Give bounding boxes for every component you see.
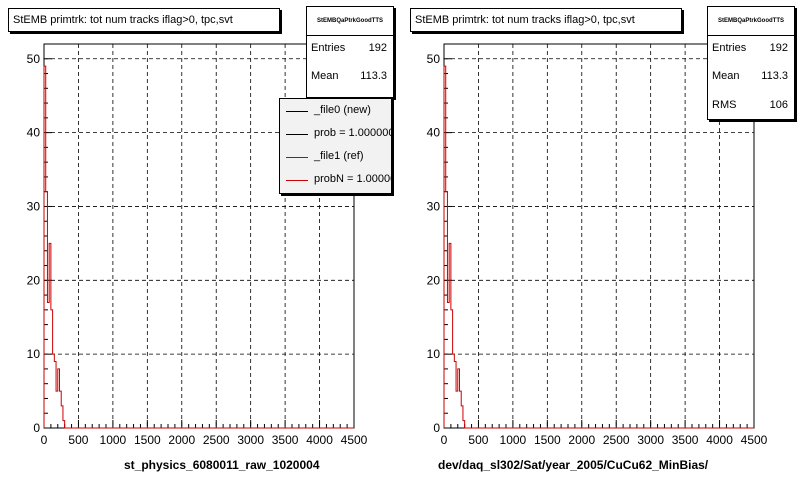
x-tick-label: 2000 [168,433,195,447]
stats-row-entries: Entries 192 [712,42,788,54]
legend-line-red [286,180,308,181]
x-tick-label: 1000 [500,433,527,447]
legend-line-red [286,157,308,158]
x-tick-label: 500 [68,433,88,447]
plot-title-text: StEMB primtrk: tot num tracks iflag>0, t… [415,14,635,26]
stats-box-left: StEMBQaPtrkGoodTTS Entries 192 Mean 113.… [306,6,394,98]
histogram-plot-right: 0 500 1000 1500 2000 2500 3000 3500 4000 4500 0 10 2… [427,43,768,447]
y-tick-label: 0 [433,421,440,435]
x-tick-label: 0 [41,433,48,447]
x-tick-label: 4000 [306,433,333,447]
stats-box-name: StEMBQaPtrkGoodTTS [708,7,794,36]
plot-title-left: StEMB primtrk: tot num tracks iflag>0, t… [8,8,280,32]
legend-line-black [286,134,308,135]
y-tick-label: 30 [27,199,41,213]
x-tick-label: 3000 [237,433,264,447]
y-tick-label: 40 [427,126,441,140]
stats-box-name: StEMBQaPtrkGoodTTS [307,7,393,36]
legend-entry: _file0 (new) [280,99,391,125]
y-tick-label: 20 [27,273,41,287]
legend-entry: prob = 1.000000 [280,122,391,148]
x-tick-label: 2500 [203,433,230,447]
y-tick-label: 50 [27,52,41,66]
x-axis-title-right: dev/daq_sl302/Sat/year_2005/CuCu62_MinBi… [438,458,709,472]
legend-entry: _file1 (ref) [280,145,391,171]
plot-frame [443,43,755,429]
histogram-series [43,65,354,429]
y-tick-label: 40 [27,126,41,140]
x-tick-label: 1500 [134,433,161,447]
x-tick-label: 3500 [672,433,699,447]
x-axis-title-left: st_physics_6080011_raw_1020004 [124,458,320,472]
legend-box: _file0 (new) prob = 1.000000 _file1 (ref… [279,98,392,194]
x-tick-label: 2000 [568,433,595,447]
legend-line-black [286,111,308,112]
stats-row-rms: RMS 106 [712,99,788,111]
x-tick-label: 4500 [741,433,768,447]
x-tick-label: 0 [441,433,448,447]
y-tick-label: 30 [427,199,441,213]
x-tick-label: 2500 [603,433,630,447]
y-tick-label: 10 [27,347,41,361]
x-tick-label: 3500 [272,433,299,447]
legend-entry: probN = 1.000000 [280,168,391,193]
stats-row-mean: Mean 113.3 [712,70,788,82]
plot-title-text: StEMB primtrk: tot num tracks iflag>0, t… [13,14,233,26]
x-tick-label: 4500 [341,433,368,447]
y-tick-label: 50 [427,52,441,66]
stats-box-right: StEMBQaPtrkGoodTTS Entries 192 Mean 113.… [707,6,795,120]
histogram-series [443,65,754,429]
stats-row-entries: Entries 192 [311,42,387,54]
stats-row-mean: Mean 113.3 [311,70,387,82]
x-tick-label: 1000 [100,433,127,447]
y-tick-label: 10 [427,347,441,361]
y-tick-label: 0 [33,421,40,435]
x-tick-label: 3000 [637,433,664,447]
x-tick-label: 500 [468,433,488,447]
x-tick-label: 4000 [706,433,733,447]
y-tick-label: 20 [427,273,441,287]
x-tick-label: 1500 [534,433,561,447]
plot-title-right: StEMB primtrk: tot num tracks iflag>0, t… [410,8,682,32]
